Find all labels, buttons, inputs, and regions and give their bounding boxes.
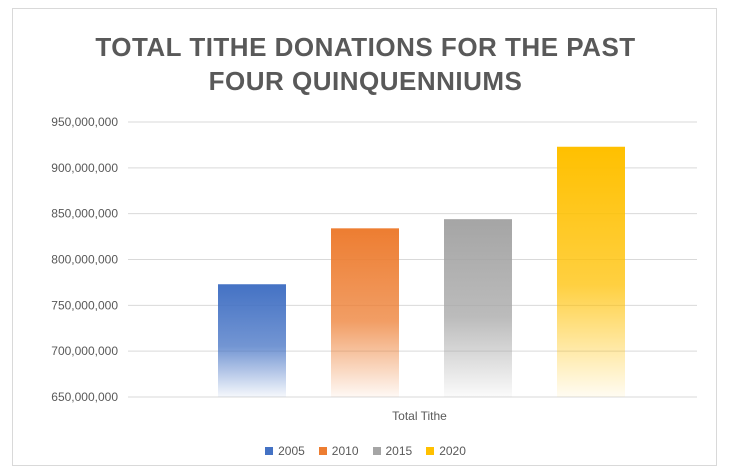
bar-2005	[218, 284, 286, 397]
bar-2020	[557, 146, 625, 397]
y-tick-label: 950,000,000	[51, 115, 118, 129]
x-category-label: Total Tithe	[392, 409, 447, 423]
legend-swatch	[426, 447, 435, 455]
legend-label: 2005	[278, 444, 305, 458]
legend-item-2020: 2020	[426, 444, 466, 458]
chart-title: TOTAL TITHE DONATIONS FOR THE PAST FOUR …	[0, 30, 731, 98]
y-tick-label: 850,000,000	[51, 207, 118, 221]
legend-swatch	[265, 447, 274, 455]
legend-item-2010: 2010	[318, 444, 359, 458]
legend-label: 2020	[439, 444, 466, 458]
chart-title-line-1: TOTAL TITHE DONATIONS FOR THE PAST	[95, 32, 636, 62]
legend-label: 2010	[331, 444, 359, 458]
y-tick-label: 800,000,000	[51, 253, 118, 267]
y-tick-label: 900,000,000	[51, 161, 118, 175]
legend-item-2005: 2005	[265, 444, 305, 458]
legend-swatch	[318, 447, 327, 455]
y-tick-label: 700,000,000	[51, 344, 118, 358]
y-axis-tick-labels: 650,000,000 700,000,000 750,000,000 800,000…	[51, 115, 118, 404]
bar-2015	[444, 219, 512, 397]
x-axis-category-labels: Total Tithe	[392, 409, 447, 423]
y-tick-label: 650,000,000	[51, 390, 118, 404]
legend-item-2015: 2015	[372, 444, 413, 458]
chart-title-line-2: FOUR QUINQUENNIUMS	[208, 66, 523, 96]
legend-label: 2015	[385, 444, 413, 458]
y-tick-label: 750,000,000	[51, 298, 118, 312]
legend-swatch	[372, 447, 381, 455]
bar-2010	[331, 228, 399, 397]
legend: 2005 2010 2015 2020	[0, 444, 731, 458]
bars	[218, 146, 625, 397]
